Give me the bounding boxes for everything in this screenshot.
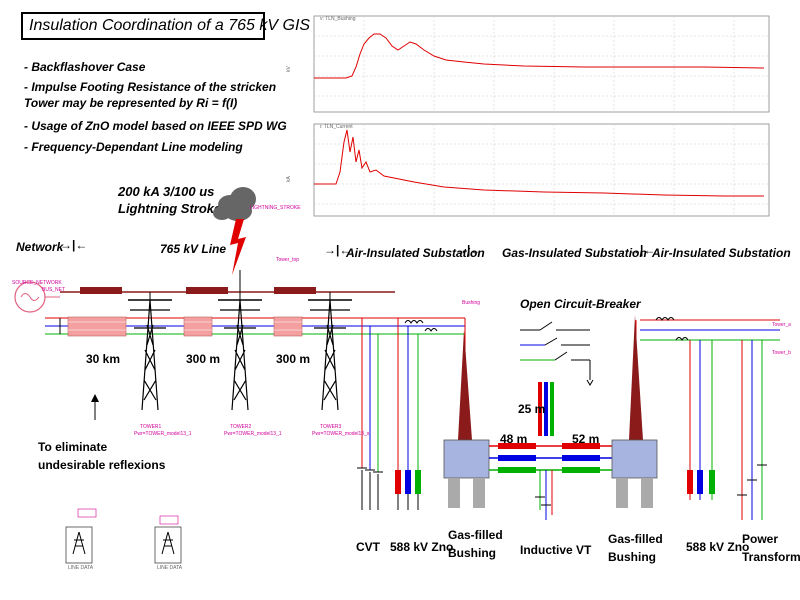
fd-line-block-300m (183, 316, 213, 337)
fd-line-block-300m-2 (273, 316, 303, 337)
tower-a-tag: Tower_a (772, 322, 791, 328)
note-line: - Frequency-Dependant Line modeling (24, 140, 243, 154)
cvt-capacitors (357, 467, 383, 510)
boundary-marker: →|← (455, 243, 483, 257)
bushing-label-right: Bushing (608, 550, 656, 564)
zno-label-left: 588 kV Zno (390, 540, 454, 554)
bushing-label-left: Gas-filled (448, 528, 503, 542)
ivt-label: Inductive VT (520, 543, 592, 557)
distance-label: 300 m (186, 352, 221, 366)
distance-label: 25 m (518, 402, 546, 416)
gis-bus-segment (498, 443, 536, 449)
line-label: 765 kV Line (160, 242, 227, 256)
diagram-title-box: Insulation Coordination of a 765 kV GIS (21, 12, 310, 40)
gis-enclosure-left (443, 439, 490, 479)
zno-arrester-right (687, 470, 715, 494)
gis-bus-segment (498, 467, 536, 473)
tower-icon (218, 299, 262, 411)
bus-tag: BUS_NET (42, 287, 66, 293)
plot-panel-lower (313, 123, 770, 217)
line-data-box-icon (154, 526, 182, 564)
line-data-box-icon (65, 526, 93, 564)
note-line: - Backflashover Case (24, 60, 146, 74)
line-data-caption: LINE DATA (157, 565, 183, 571)
fd-line-block-30km (67, 316, 127, 337)
note-line: - Usage of ZnO model based on IEEE SPD W… (24, 119, 287, 133)
gis-bus-segment (562, 467, 600, 473)
pt-label: Transformer (742, 550, 800, 564)
tower-tag: TOWER3 (320, 424, 342, 430)
bushing-icon-left (458, 330, 472, 440)
svg-text:v: TLN_Bushing: v: TLN_Bushing (320, 16, 356, 22)
boundary-marker: →|← (628, 243, 656, 257)
tower-desc: Pwr=TOWER_model13_x (312, 431, 370, 437)
tower-desc: Pwr=TOWER_model13_1 (134, 431, 192, 437)
tower-tag: TOWER2 (230, 424, 252, 430)
pt-label: Power (742, 532, 779, 546)
transformer-capacitors (737, 464, 767, 496)
line-segment (274, 287, 316, 294)
gis-bus-segment (498, 455, 536, 461)
ais-label-right: Air-Insulated Substation (652, 246, 791, 260)
distance-label: 52 m (572, 432, 600, 446)
plot-grid-lower (314, 124, 769, 216)
distance-label: 30 km (86, 352, 121, 366)
gis-enclosure-right (611, 439, 658, 479)
gis-bus-segment (562, 455, 600, 461)
gis-bus-segment (562, 443, 600, 449)
annotation-line: To eliminate (38, 440, 108, 454)
network-label: Network (16, 240, 64, 254)
line-segment (186, 287, 228, 294)
note-line: - Impulse Footing Resistance of the stri… (24, 80, 277, 94)
line-data-caption: LINE DATA (68, 565, 94, 571)
waveform-plots: v: TLN_Bushing kV i: TLN_Current kA (286, 15, 770, 217)
tower-top-tag: Tower_top (276, 257, 300, 263)
tower-desc: Pwr=TOWER_model13_1 (224, 431, 282, 437)
lightning-cloud-icon (213, 187, 256, 275)
stroke-magnitude: 200 kA 3/100 us (118, 184, 215, 199)
svg-text:kA: kA (286, 176, 292, 183)
tower-icon (128, 299, 172, 411)
gis-label: Gas-Insulated Substation (502, 246, 647, 260)
zno-label-right: 588 kV Zno (686, 540, 750, 554)
lightning-bolt-icon (230, 219, 246, 275)
ais-label-left: Air-Insulated Substation (346, 246, 485, 260)
open-breaker-icon (520, 321, 594, 386)
bushing-tag: Bushing (462, 300, 481, 306)
bushing-label-left: Bushing (448, 546, 496, 560)
tower-tag: TOWER1 (140, 424, 162, 430)
plot-panel-upper (313, 15, 770, 113)
bushing-label-right: Gas-filled (608, 532, 663, 546)
waveform-lower (314, 129, 764, 197)
stroke-label: Lightning Stroke (118, 201, 222, 216)
waveform-upper (314, 33, 765, 79)
zno-arrester-left (395, 470, 421, 510)
tower-b-tag: Tower_b (772, 350, 791, 356)
boundary-marker: →|← (60, 238, 88, 252)
svg-text:i: TLN_Current: i: TLN_Current (320, 124, 353, 130)
annotation-line: undesirable reflexions (38, 458, 166, 472)
distance-label: 300 m (276, 352, 311, 366)
breaker-label: Open Circuit-Breaker (520, 297, 641, 311)
distance-label: 48 m (500, 432, 528, 446)
boundary-marker: →|← (324, 243, 352, 257)
svg-text:kV: kV (286, 66, 292, 73)
bushing-icon-right (629, 315, 643, 440)
line-segment (80, 287, 122, 294)
stroke-tag: LIGHTNING_STROKE (250, 205, 301, 211)
cvt-label: CVT (356, 540, 380, 554)
diagram-title: Insulation Coordination of a 765 kV GIS (29, 17, 311, 34)
note-line: Tower may be represented by Ri = f(I) (24, 96, 238, 110)
source-tag: SOURCE_NETWORK (12, 280, 62, 286)
tower-icon (308, 299, 352, 411)
